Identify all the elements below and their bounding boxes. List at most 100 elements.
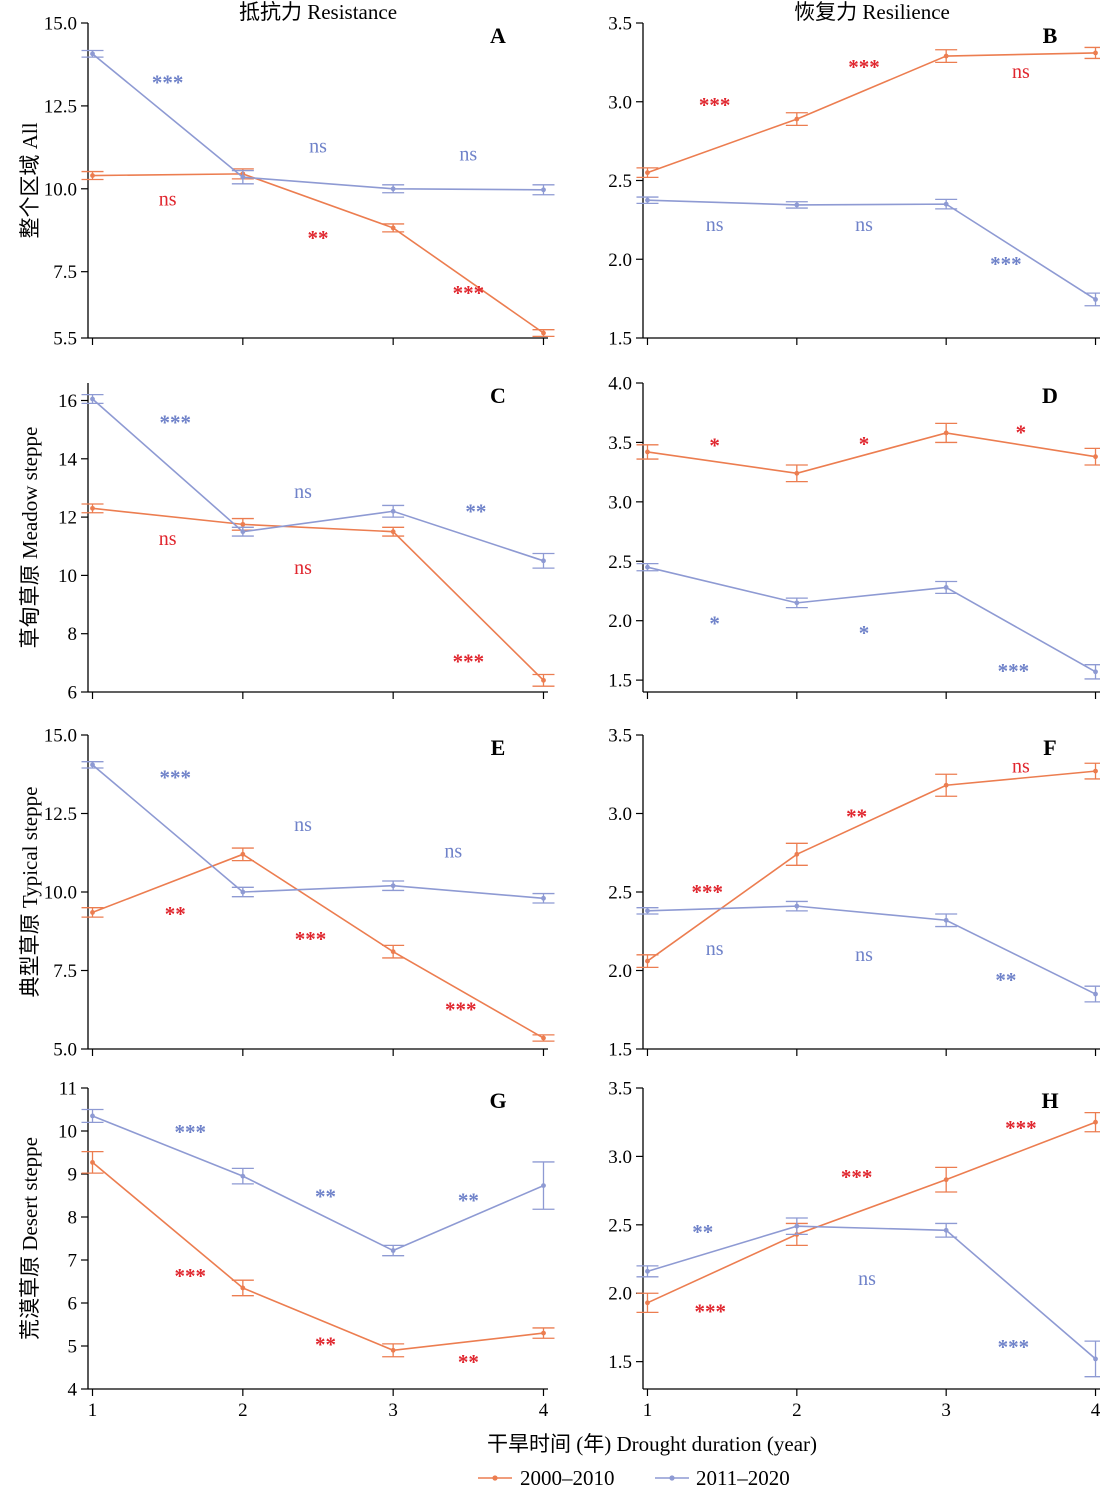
y-tick-label: 12 (58, 508, 77, 529)
legend-label-2000-2010: 2000–2010 (520, 1466, 615, 1489)
data-point (1093, 50, 1098, 56)
series-line (647, 199, 1096, 301)
y-tick-label: 1.5 (608, 329, 632, 350)
series-line (647, 770, 1096, 962)
significance-label: *** (699, 93, 731, 117)
y-tick-label: 2.5 (608, 1215, 632, 1236)
panel-letter: E (491, 735, 506, 760)
significance-label: ns (706, 214, 724, 236)
significance-label: *** (453, 281, 485, 305)
x-axis-title: 干旱时间 (年) Drought duration (year) (487, 1432, 817, 1456)
significance-label: * (859, 432, 870, 456)
y-tick-label: 3.0 (608, 1147, 632, 1168)
data-point (541, 1183, 546, 1189)
panel-letter: D (1042, 383, 1058, 408)
data-point (541, 1035, 546, 1041)
data-point (390, 1248, 396, 1253)
y-tick-label: 7 (68, 1251, 78, 1272)
significance-label: *** (998, 659, 1030, 683)
data-point (943, 782, 949, 788)
data-point (240, 529, 246, 535)
y-tick-label: 1.5 (608, 1352, 632, 1373)
y-tick-label: 2.0 (608, 961, 632, 982)
y-tick-label: 7.5 (53, 961, 77, 982)
data-point (943, 1227, 949, 1233)
data-point (240, 1285, 246, 1291)
y-tick-label: 2.0 (608, 611, 632, 632)
y-tick-label: 1.5 (608, 671, 632, 692)
significance-label: *** (453, 649, 485, 673)
significance-label: ns (294, 814, 312, 836)
data-point (390, 949, 396, 955)
data-point (943, 201, 949, 207)
row-label: 草甸草原 Meadow steppe (18, 427, 42, 649)
significance-label: ns (294, 481, 312, 503)
panel-b: 1.5 2.0 2.5 3.0 3.5 B *** *** ns ns ns *** (608, 14, 1100, 350)
significance-label: ns (855, 214, 873, 236)
x-tick-label: 3 (941, 1400, 951, 1421)
significance-label: ns (309, 135, 327, 157)
significance-label: ** (846, 805, 867, 829)
data-point (645, 449, 650, 455)
series-line (92, 53, 544, 191)
y-tick-label: 14 (58, 449, 78, 470)
data-point (541, 677, 546, 683)
y-tick-label: 11 (59, 1079, 77, 1100)
data-point (240, 889, 246, 895)
significance-label: * (1016, 420, 1027, 444)
data-point (90, 1113, 95, 1119)
x-tick-label: 1 (643, 1400, 653, 1421)
y-tick-label: 10 (58, 566, 77, 587)
y-tick-label: 3.0 (608, 804, 632, 825)
data-point (943, 917, 949, 923)
data-point (541, 187, 546, 193)
significance-label: *** (998, 1335, 1030, 1359)
y-tick-label: 15.0 (44, 14, 77, 35)
y-tick-label: 7.5 (53, 262, 77, 283)
data-point (1093, 1356, 1098, 1362)
data-point (390, 508, 396, 514)
data-point (794, 202, 800, 208)
significance-label: *** (174, 1120, 206, 1144)
panel-letter: H (1041, 1088, 1058, 1113)
y-tick-label: 6 (68, 1294, 78, 1315)
significance-label: ns (1012, 61, 1030, 83)
series-line (91, 398, 544, 562)
x-tick-label: 3 (388, 1400, 398, 1421)
significance-label: ** (465, 499, 486, 523)
series-20112020: *** ns ns (81, 761, 555, 904)
significance-label: ** (692, 1220, 713, 1244)
y-tick-label: 8 (68, 1208, 78, 1229)
series-line (647, 566, 1096, 673)
y-tick-label: 3.0 (608, 92, 632, 113)
panel-d: 1.52.02.53.03.54.0 D* * ** **** (608, 374, 1100, 699)
significance-label: *** (841, 1165, 873, 1189)
series-line (647, 1225, 1097, 1360)
data-point (1093, 454, 1098, 460)
significance-label: ns (855, 944, 873, 966)
data-point (90, 51, 95, 57)
significance-label: *** (990, 252, 1022, 276)
significance-label: *** (694, 1299, 726, 1323)
significance-label: ** (458, 1189, 479, 1213)
y-tick-label: 3.0 (608, 492, 632, 513)
x-tick-label: 4 (539, 1400, 549, 1421)
data-point (541, 558, 546, 564)
y-tick-label: 5.0 (53, 1040, 77, 1061)
significance-label: *** (691, 880, 723, 904)
data-point (90, 396, 95, 402)
legend-marker-2011-2020 (669, 1475, 675, 1481)
data-point (240, 174, 246, 180)
data-point (794, 116, 800, 122)
series-line (647, 52, 1096, 174)
significance-label: *** (152, 70, 184, 94)
significance-label: * (709, 433, 720, 457)
x-tick-label: 4 (1091, 1400, 1100, 1421)
panel-letter: G (489, 1088, 506, 1113)
y-tick-label: 9 (68, 1165, 78, 1186)
significance-label: * (709, 612, 720, 636)
